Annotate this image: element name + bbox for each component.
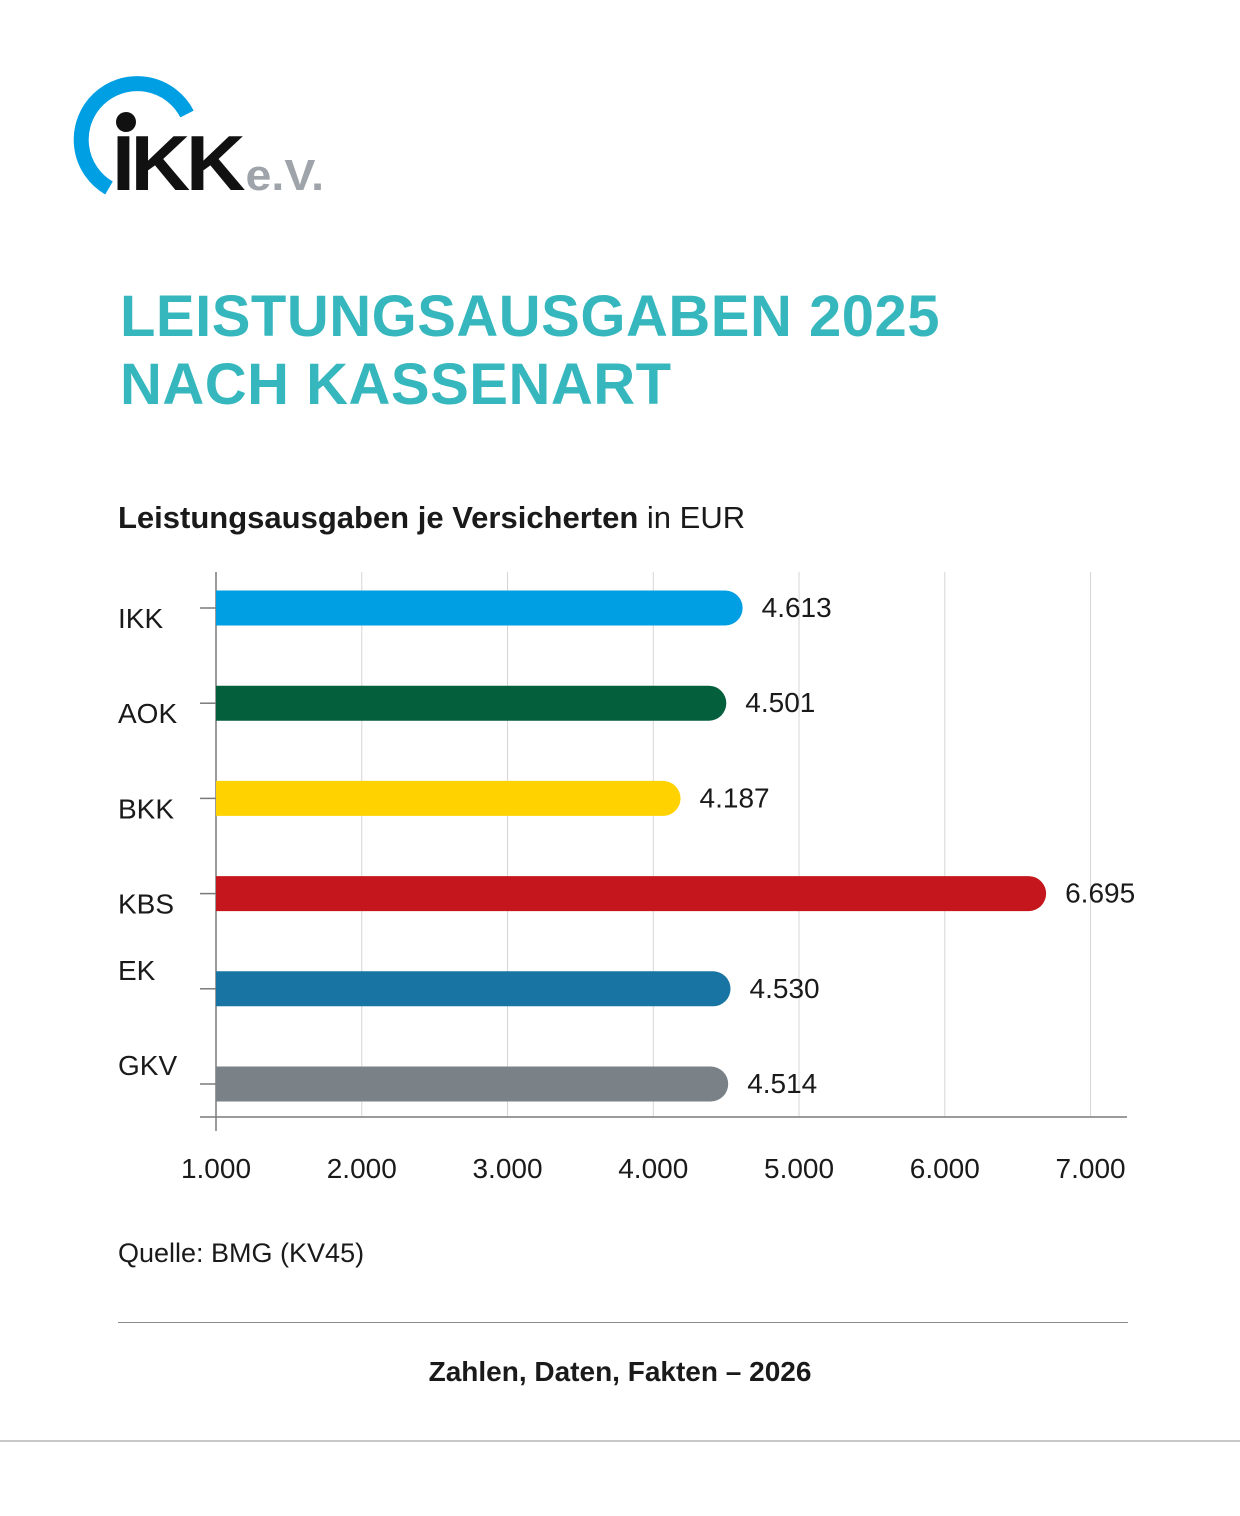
value-label: 4.187: [700, 782, 770, 813]
bottom-divider: [0, 1440, 1240, 1442]
logo-text: IKK e.V.: [112, 119, 324, 200]
x-tick-label: 5.000: [764, 1153, 834, 1184]
x-tick-label: 3.000: [472, 1153, 542, 1184]
footer-divider: [118, 1322, 1128, 1323]
x-tick-label: 7.000: [1056, 1153, 1126, 1184]
x-tick-label: 6.000: [910, 1153, 980, 1184]
bar-ek: [216, 971, 731, 1007]
bar-bkk: [216, 780, 681, 816]
category-label: KBS: [118, 889, 174, 920]
value-label: 4.613: [762, 592, 832, 623]
logo-i-dot: [116, 112, 136, 132]
bar-aok: [216, 685, 727, 721]
bar-ikk: [216, 590, 743, 626]
footer-text: Zahlen, Daten, Fakten – 2026: [428, 1356, 812, 1387]
source-note: Quelle: BMG (KV45): [118, 1238, 365, 1268]
category-label: BKK: [118, 793, 174, 824]
value-label: 4.514: [747, 1068, 817, 1099]
x-tick-label: 4.000: [618, 1153, 688, 1184]
chart-heading-unit: in EUR: [638, 500, 746, 535]
value-label: 4.501: [745, 687, 815, 718]
x-tick-label: 1.000: [181, 1153, 251, 1184]
category-label: GKV: [118, 1050, 177, 1081]
page-title-line-1: LEISTUNGSAUSGABEN 2025: [120, 284, 940, 349]
category-label: AOK: [118, 698, 177, 729]
chart-heading-bold: Leistungsausgaben je Versicherten: [118, 500, 639, 535]
chart-heading: Leistungsausgaben je Versicherten in EUR: [118, 500, 745, 536]
bar-chart: IKK 4.613 AOK 4.501 BKK 4.187 KBS 6.695 EK 4.530 G…: [118, 572, 1135, 1184]
value-label: 6.695: [1065, 878, 1135, 909]
page-title-line-2: NACH KASSENART: [120, 352, 672, 417]
logo-ring: [73, 76, 194, 195]
x-tick-label: 2.000: [327, 1153, 397, 1184]
category-label: IKK: [118, 603, 163, 634]
ikk-logo: IKK e.V.: [73, 76, 324, 200]
bar-kbs: [216, 876, 1047, 912]
category-label: EK: [118, 955, 156, 986]
value-label: 4.530: [750, 973, 820, 1004]
bar-gkv: [216, 1066, 729, 1102]
